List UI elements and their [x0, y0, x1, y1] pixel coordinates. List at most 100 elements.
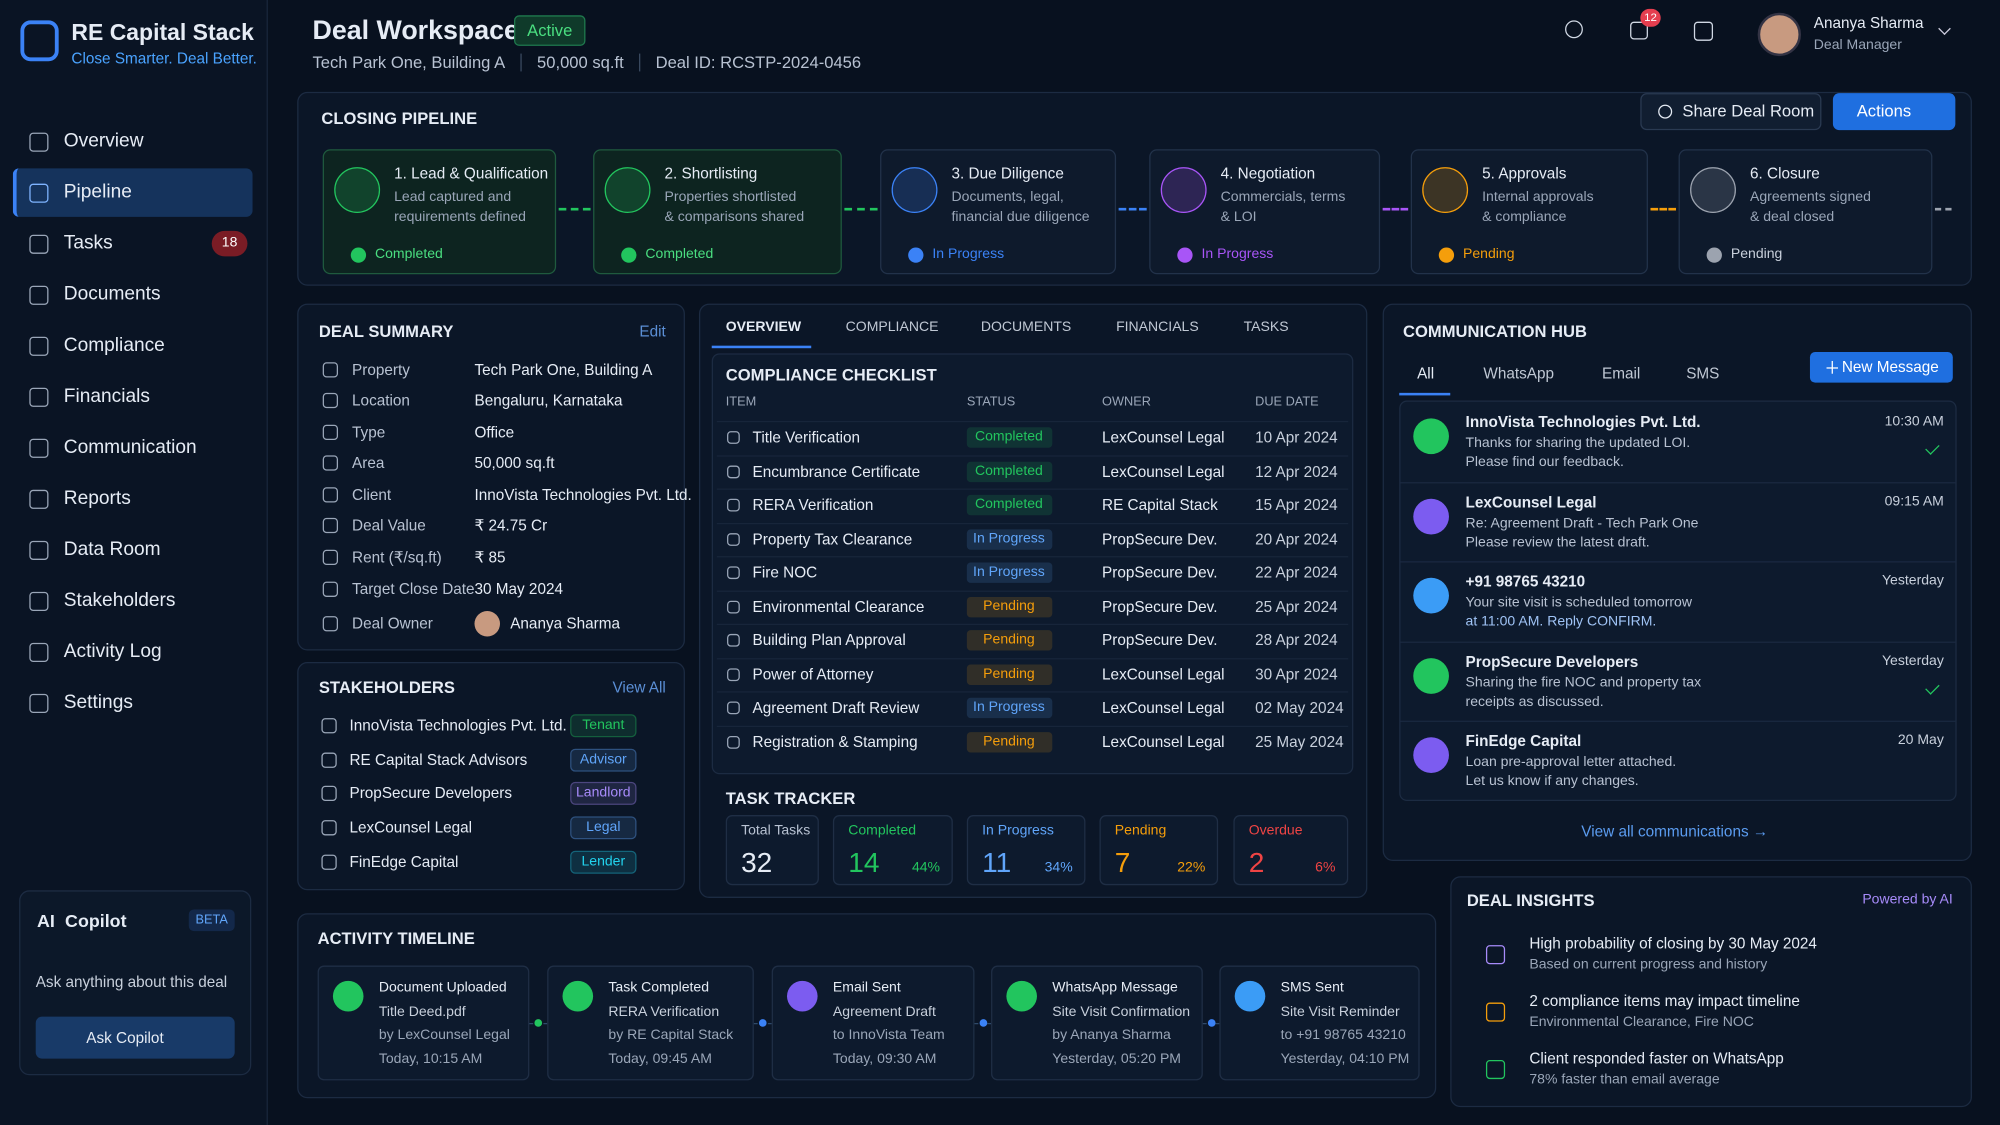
edit-link[interactable]: Edit	[639, 322, 666, 341]
item-due: 10 Apr 2024	[1255, 428, 1338, 447]
chevron[interactable]	[1938, 22, 1951, 36]
event-title: WhatsApp Message	[1052, 980, 1178, 996]
actions-btn[interactable]	[1832, 93, 1956, 131]
comms-tab[interactable]: Email	[1602, 364, 1641, 383]
tab[interactable]: FINANCIALS	[1116, 319, 1199, 335]
item-name: Encumbrance Certificate	[752, 462, 921, 481]
stage-status: Completed	[645, 246, 714, 262]
tab[interactable]: DOCUMENTS	[980, 319, 1072, 335]
sender: LexCounsel Legal	[1465, 492, 1597, 511]
task-card	[832, 815, 953, 886]
status-pill	[966, 528, 1053, 550]
nav-item[interactable]: Stakeholders	[63, 589, 176, 611]
stage-desc: Properties shortlisted	[664, 189, 797, 205]
comms-tab[interactable]: All	[1417, 364, 1435, 383]
event-icon	[786, 980, 818, 1012]
channel-icon	[1413, 657, 1449, 694]
event-detail: Site Visit Confirmation	[1052, 1003, 1191, 1020]
row-divider	[716, 725, 1349, 727]
deal-meta: Tech Park One, Building A	[312, 52, 506, 72]
stage-desc: Agreements signed	[1749, 189, 1871, 205]
copilot-button[interactable]: Ask Copilot	[86, 1029, 164, 1047]
item-name: Fire NOC	[752, 563, 818, 582]
stage-icon	[1422, 167, 1469, 214]
nav-item[interactable]: Settings	[63, 691, 133, 714]
item-owner: LexCounsel Legal	[1102, 462, 1225, 481]
task-card	[1233, 815, 1349, 886]
item-name: Title Verification	[752, 428, 861, 447]
separator	[639, 53, 641, 72]
view-all-link[interactable]: View All	[612, 678, 666, 697]
event-title: Task Completed	[608, 980, 710, 996]
summary-value: ₹ 24.75 Cr	[474, 516, 548, 535]
role-pill	[570, 850, 637, 874]
event-detail: Today, 09:45 AM	[608, 1051, 712, 1067]
icon	[28, 387, 48, 407]
stakeholder-role: Tenant	[582, 717, 625, 733]
status-pill	[966, 698, 1053, 719]
tab[interactable]: TASKS	[1243, 319, 1289, 335]
nav-item[interactable]: Pipeline	[63, 181, 132, 203]
stage-title: 5. Approvals	[1482, 164, 1567, 183]
event-detail: to +91 98765 43210	[1280, 1027, 1406, 1044]
icon	[322, 487, 339, 503]
status-pill	[966, 732, 1053, 753]
icon	[321, 752, 337, 768]
nav-active	[12, 168, 253, 217]
item-due: 22 Apr 2024	[1255, 563, 1338, 582]
insight-title: High probability of closing by 30 May 20…	[1529, 934, 1817, 953]
user-name: Ananya Sharma	[1813, 13, 1924, 32]
summary-label: Client	[352, 485, 392, 504]
nav-item[interactable]: Compliance	[63, 334, 165, 356]
row-divider	[716, 624, 1349, 626]
stage-icon	[334, 167, 381, 214]
insight-sub: Environmental Clearance, Fire NOC	[1529, 1014, 1754, 1030]
item-status: In Progress	[973, 564, 1045, 580]
view-all-comms[interactable]: View all communications →	[1581, 822, 1769, 841]
sender: FinEdge Capital	[1465, 731, 1582, 750]
actions-label[interactable]: Actions	[1856, 101, 1912, 121]
message-line: Sharing the fire NOC and property tax	[1465, 674, 1702, 690]
nav-item[interactable]: Communication	[63, 436, 197, 458]
event-detail: Site Visit Reminder	[1280, 1003, 1400, 1020]
nav-item[interactable]: Tasks	[63, 232, 113, 254]
status-dot	[1438, 247, 1455, 263]
nav-item[interactable]: Data Room	[63, 538, 161, 560]
icon	[28, 489, 48, 509]
tab[interactable]: OVERVIEW	[725, 319, 802, 335]
nav-item[interactable]: Overview	[63, 130, 144, 152]
connector	[1934, 207, 1952, 211]
deal-meta: Deal ID: RCSTP-2024-0456	[655, 52, 862, 72]
user-role: Deal Manager	[1813, 37, 1902, 53]
event-detail: Today, 10:15 AM	[378, 1051, 483, 1067]
share-label[interactable]: Share Deal Room	[1682, 101, 1815, 121]
beta-bg	[188, 909, 235, 932]
stakeholder-role: Legal	[586, 819, 621, 835]
nav-item[interactable]: Activity Log	[63, 640, 162, 662]
status-pill	[966, 427, 1053, 448]
channel-icon	[1413, 418, 1449, 455]
sender: +91 98765 43210	[1465, 572, 1586, 591]
stakeholder-role: Lender	[581, 853, 626, 869]
icon	[727, 634, 740, 648]
nav-item[interactable]: Reports	[63, 487, 131, 509]
row-divider	[1400, 720, 1956, 722]
copilot-btn[interactable]	[35, 1016, 235, 1059]
item-owner: LexCounsel Legal	[1102, 733, 1225, 751]
comms-tab[interactable]: SMS	[1686, 364, 1720, 383]
tab[interactable]: COMPLIANCE	[845, 319, 939, 335]
nav-badge: 18	[221, 235, 238, 251]
icon	[322, 455, 339, 471]
nav-item[interactable]: Financials	[63, 385, 150, 407]
brand-name: RE Capital Stack	[71, 19, 254, 45]
row-divider	[716, 488, 1349, 490]
new-message[interactable]: New Message	[1841, 358, 1939, 377]
status-dot	[621, 247, 637, 263]
comms-tab[interactable]: WhatsApp	[1483, 364, 1555, 383]
item-status: Completed	[974, 496, 1043, 513]
item-status: In Progress	[973, 530, 1045, 546]
nav-item[interactable]: Documents	[63, 283, 161, 305]
event-detail: to InnoVista Team	[832, 1027, 945, 1044]
icon	[727, 566, 740, 580]
